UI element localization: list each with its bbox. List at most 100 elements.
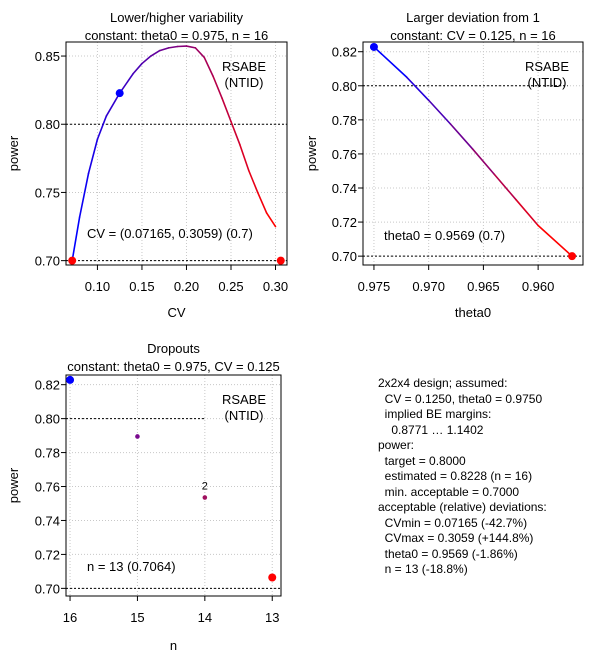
y-axis-label: power [6, 135, 21, 171]
x-axis-label: theta0 [455, 305, 491, 320]
y-tick-label: 0.74 [35, 513, 60, 528]
series-segment [373, 46, 408, 79]
summary-line: target = 0.8000 [378, 453, 466, 468]
y-tick-label: 0.74 [332, 181, 357, 196]
summary-line: implied BE margins: [378, 407, 492, 421]
data-point [276, 256, 285, 265]
series-segment [167, 45, 179, 49]
y-tick-label: 0.70 [332, 249, 357, 264]
series-segment [87, 138, 99, 175]
annotation: theta0 = 0.9569 (0.7) [384, 228, 505, 243]
data-point [268, 573, 277, 582]
summary-line: CVmin = 0.07165 (-42.7%) [378, 515, 528, 530]
series-segment [427, 99, 452, 125]
legend-line: RSABE [222, 392, 266, 407]
y-axis-label: power [6, 467, 21, 503]
series-segment [471, 148, 496, 176]
legend-line: RSABE [222, 59, 266, 74]
chart-subtitle: constant: CV = 0.125, n = 16 [390, 28, 556, 43]
y-tick-label: 0.72 [35, 547, 60, 562]
annotation: CV = (0.07165, 0.3059) (0.7) [87, 226, 253, 241]
series-segment [230, 120, 241, 146]
series-segment [185, 45, 197, 49]
summary-line: power: [378, 438, 415, 452]
x-tick-label: 0.10 [85, 279, 110, 294]
legend-line: (NTID) [225, 75, 264, 90]
chart-title: Larger deviation from 1 [406, 10, 540, 25]
x-tick-label: 0.25 [218, 279, 243, 294]
y-tick-label: 0.85 [35, 49, 60, 64]
y-tick-label: 0.82 [332, 45, 357, 60]
data-point [115, 89, 124, 98]
chart-title: Dropouts [147, 341, 200, 356]
plot-frame [65, 374, 282, 597]
series-segment [71, 216, 81, 262]
y-tick-label: 0.78 [35, 446, 60, 461]
y-tick-label: 0.80 [35, 117, 60, 132]
y-tick-label: 0.82 [35, 378, 60, 393]
series-segment [141, 55, 152, 65]
x-tick-label: 0.970 [412, 279, 445, 294]
summary-line: n = 13 (-18.8%) [378, 562, 468, 576]
series-segment [158, 47, 170, 52]
series-segment [256, 191, 268, 214]
series-segment [203, 56, 214, 78]
summary-line: 2x2x4 design; assumed: [378, 376, 508, 390]
series-segment [515, 199, 539, 227]
series-segment [96, 115, 108, 141]
summary-line: acceptable (relative) deviations: [378, 500, 547, 514]
summary-line: CV = 0.1250, theta0 = 0.9750 [378, 391, 543, 406]
x-tick-label: 14 [198, 610, 212, 625]
x-tick-label: 0.20 [174, 279, 199, 294]
x-tick-label: 0.960 [522, 279, 555, 294]
legend-line: RSABE [525, 59, 569, 74]
summary-line: 0.8771 … 1.1402 [378, 422, 484, 437]
summary-line: CVmax = 0.3059 (+144.8%) [378, 531, 534, 545]
chart-subtitle: constant: theta0 = 0.975, CV = 0.125 [67, 359, 280, 374]
series-segment [239, 143, 250, 172]
data-point [369, 42, 378, 51]
data-point [66, 375, 75, 384]
data-point [202, 495, 208, 500]
y-tick-label: 0.76 [35, 480, 60, 495]
x-axis-label: CV [167, 305, 185, 320]
series-segment [493, 173, 518, 201]
series-segment [78, 172, 90, 218]
x-tick-label: 15 [130, 610, 144, 625]
series-segment [132, 62, 143, 75]
data-point [568, 252, 577, 261]
data-point [68, 256, 77, 265]
y-tick-label: 0.78 [332, 113, 357, 128]
legend-line: (NTID) [528, 75, 567, 90]
summary-line: min. acceptable = 0.7000 [378, 484, 520, 499]
series-segment [105, 92, 121, 117]
y-tick-label: 0.80 [35, 412, 60, 427]
series-segment [265, 212, 277, 228]
plot-frame [65, 41, 288, 266]
y-axis-label: power [304, 135, 319, 171]
x-tick-label: 0.30 [263, 279, 288, 294]
y-tick-label: 0.75 [35, 185, 60, 200]
legend-line: (NTID) [225, 408, 264, 423]
data-point [135, 434, 140, 439]
series-segment [194, 47, 206, 59]
series-segment [212, 75, 223, 100]
y-tick-label: 0.70 [35, 581, 60, 596]
series-segment [248, 169, 259, 194]
y-tick-label: 0.70 [35, 254, 60, 269]
chart-subtitle: constant: theta0 = 0.975, n = 16 [85, 28, 269, 43]
annotation: n = 13 (0.7064) [87, 559, 176, 574]
series-segment [221, 97, 232, 123]
series-segment [449, 123, 474, 150]
x-tick-label: 16 [63, 610, 77, 625]
x-tick-label: 0.15 [129, 279, 154, 294]
point-label: 2 [202, 481, 208, 493]
summary-line: estimated = 0.8228 (n = 16) [378, 469, 533, 483]
x-tick-label: 0.965 [467, 279, 500, 294]
series-segment [537, 224, 573, 257]
summary-line: theta0 = 0.9569 (-1.86%) [378, 546, 518, 561]
y-tick-label: 0.76 [332, 147, 357, 162]
series-segment [405, 76, 430, 102]
chart-title: Lower/higher variability [110, 10, 243, 25]
